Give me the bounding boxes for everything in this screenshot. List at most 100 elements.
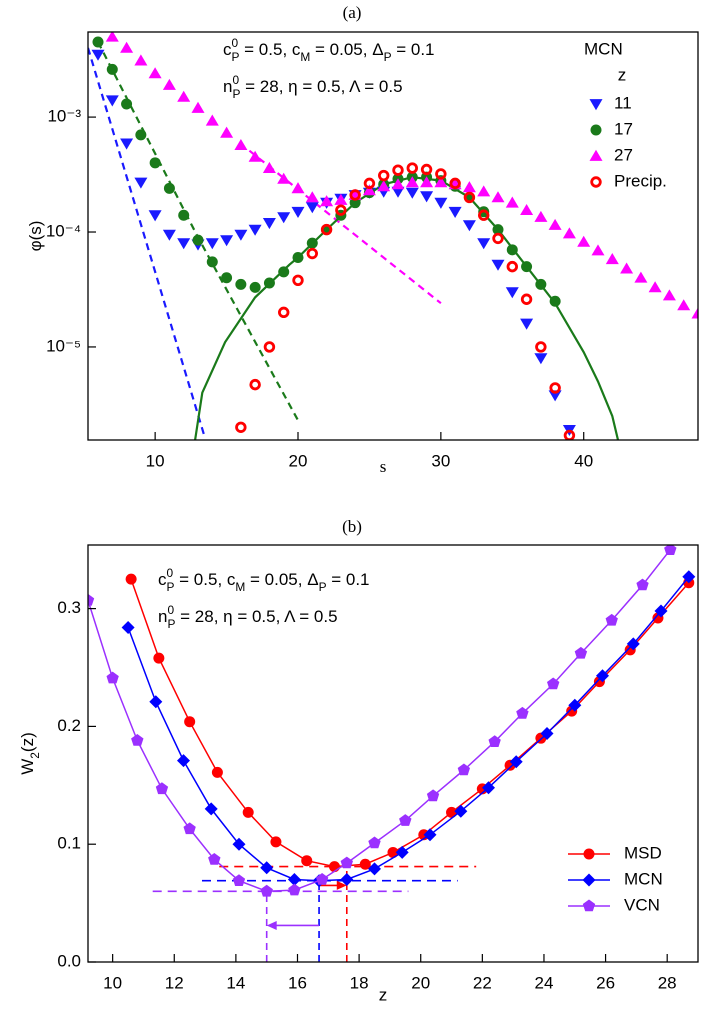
marker [288, 883, 301, 896]
marker [340, 856, 353, 869]
marker [262, 218, 276, 230]
marker [636, 578, 649, 591]
text-run: P [167, 617, 175, 631]
x-tick-label: 14 [226, 973, 245, 992]
marker [235, 421, 247, 433]
marker [549, 382, 561, 394]
y-axis-label: W2(z) [18, 732, 42, 775]
marker [163, 182, 175, 194]
marker [88, 593, 95, 606]
marker [435, 168, 447, 180]
marker [454, 804, 468, 818]
marker [248, 224, 262, 236]
marker [105, 95, 119, 107]
marker [478, 209, 490, 221]
x-tick-label: 40 [574, 451, 593, 470]
legend-label: 17 [614, 119, 633, 138]
marker [155, 782, 169, 795]
marker [105, 32, 119, 42]
marker [691, 307, 698, 319]
y-tick-label: 0.3 [57, 598, 81, 617]
marker [405, 176, 419, 188]
x-tick-label: 28 [658, 973, 677, 992]
marker [378, 169, 390, 182]
marker [520, 293, 533, 305]
marker [509, 755, 523, 769]
marker [491, 259, 505, 271]
marker [605, 253, 619, 265]
marker [292, 274, 304, 287]
legend-marker [582, 873, 596, 887]
marker [205, 114, 219, 126]
marker [149, 695, 163, 709]
marker [449, 177, 461, 190]
marker [242, 806, 254, 818]
marker [682, 570, 696, 584]
x-tick-label: 24 [534, 973, 553, 992]
marker [191, 101, 205, 113]
marker [677, 299, 691, 311]
x-tick-label: 26 [596, 973, 615, 992]
marker [106, 671, 119, 684]
text-run: = 0.5, c [239, 40, 300, 59]
marker [392, 164, 404, 176]
marker [488, 735, 501, 747]
marker [434, 176, 448, 188]
arrow-head [336, 880, 347, 890]
y-tick-label: 0.1 [57, 834, 81, 853]
marker [548, 390, 562, 402]
x-tick-label: 16 [288, 973, 307, 992]
marker [534, 210, 548, 222]
text-run: = 28, η = 0.5, Λ = 0.5 [175, 607, 337, 626]
marker [420, 191, 434, 203]
legend-marker [590, 124, 602, 136]
marker [320, 223, 333, 236]
marker [334, 193, 348, 205]
marker [457, 763, 470, 776]
marker [91, 49, 105, 61]
marker [260, 861, 274, 875]
text-run: P [384, 50, 392, 64]
marker [208, 853, 221, 865]
marker [232, 874, 246, 886]
marker [134, 177, 148, 189]
marker [131, 734, 144, 746]
marker [462, 220, 476, 232]
marker [192, 234, 204, 246]
marker [482, 781, 495, 795]
annotation: cP0 = 0.5, cM = 0.05, ΔP = 0.1 [223, 36, 435, 64]
marker [634, 271, 648, 283]
y-tick-label: 10⁻³ [47, 107, 81, 126]
text-run: n [223, 77, 232, 96]
marker [448, 206, 462, 218]
marker [535, 278, 547, 290]
marker [662, 289, 676, 301]
series-line [130, 578, 690, 868]
legend-label: 27 [614, 145, 633, 164]
marker [492, 232, 504, 245]
marker [306, 237, 318, 249]
legend-label: MSD [624, 843, 662, 862]
plot-frame [87, 31, 699, 441]
marker [221, 272, 233, 284]
marker [377, 180, 391, 192]
marker [204, 802, 218, 816]
marker [220, 235, 234, 247]
marker [263, 277, 275, 289]
marker [291, 182, 305, 194]
marker [362, 184, 376, 196]
marker [340, 873, 354, 886]
text-run: M [235, 580, 245, 594]
legend-marker [589, 99, 603, 111]
text-run: = 0.05, Δ [310, 40, 383, 59]
chart-title: (b) [342, 517, 362, 536]
marker [249, 281, 261, 293]
marker [648, 281, 662, 293]
marker [277, 172, 291, 184]
marker [125, 573, 137, 585]
x-tick-label: 30 [431, 451, 450, 470]
marker [278, 266, 290, 278]
plot-area [88, 545, 696, 962]
marker [535, 341, 547, 353]
